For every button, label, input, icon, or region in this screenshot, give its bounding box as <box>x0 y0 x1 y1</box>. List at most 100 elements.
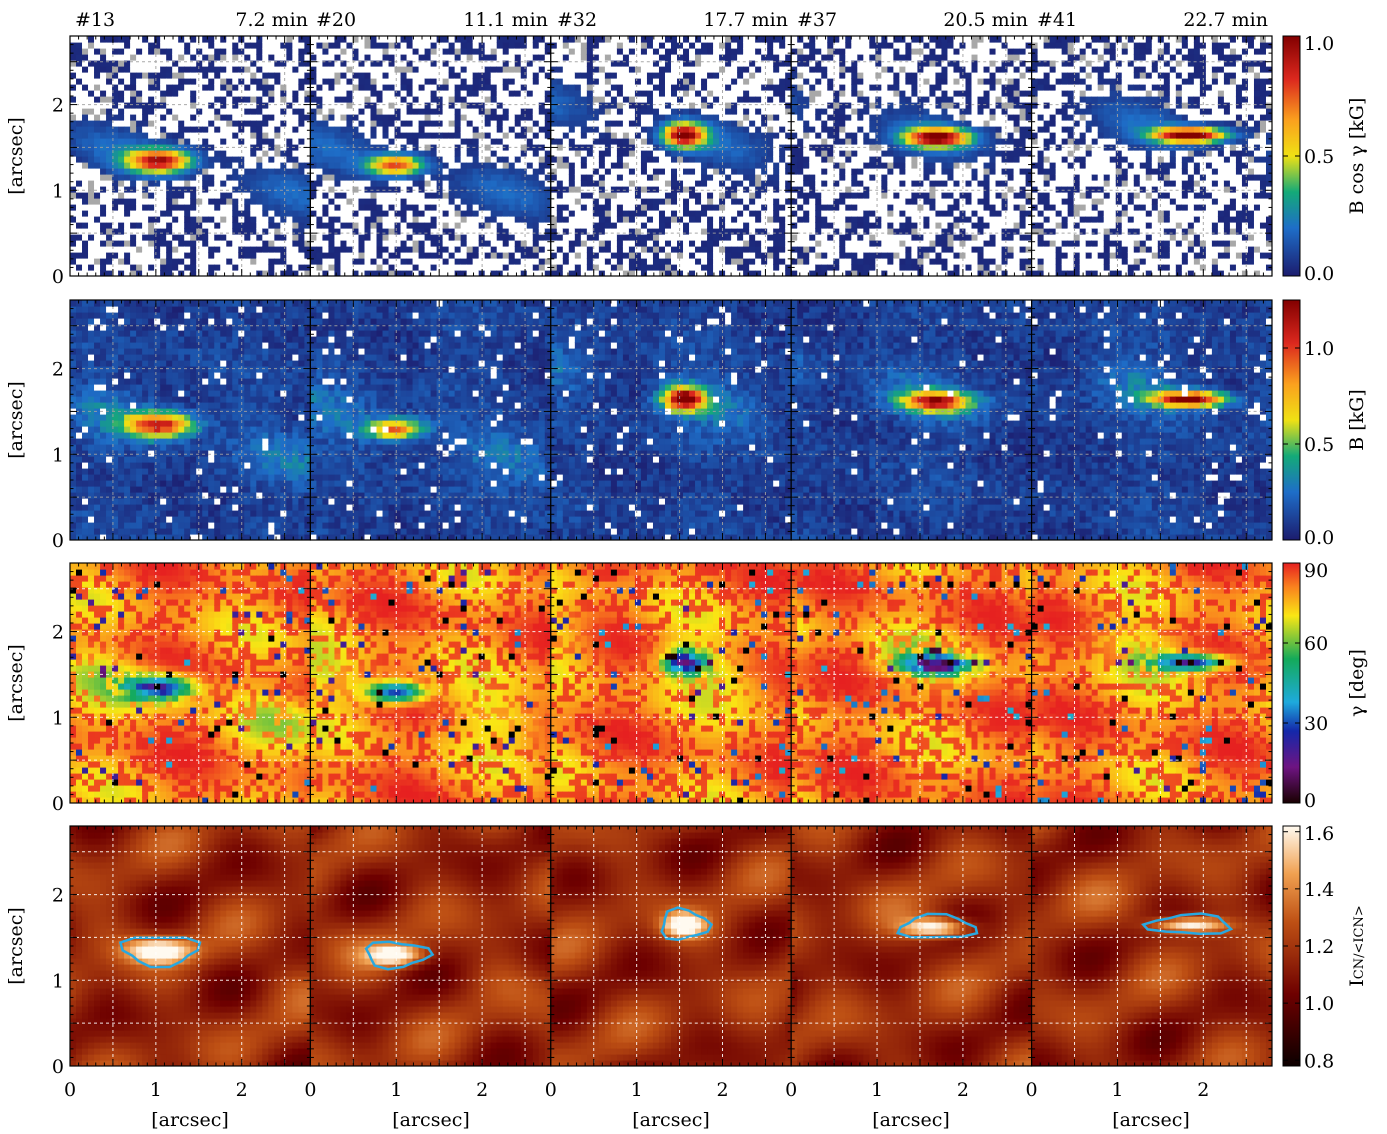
x-tick-label: 2 <box>236 1079 248 1101</box>
x-tick-label: 1 <box>1111 1079 1123 1101</box>
grid <box>550 300 792 540</box>
x-axis-label-1: [arcsec] <box>151 1109 229 1131</box>
grid <box>310 36 551 276</box>
y-tick-label: 1 <box>52 707 64 729</box>
heatmap-cells <box>791 563 1032 803</box>
frame-label-5: #41 <box>1037 9 1077 31</box>
x-tick-label: 2 <box>1197 1079 1209 1101</box>
colorbar-tick-label: 0.0 <box>1304 263 1334 285</box>
colorbar-tick-label: 60 <box>1304 633 1328 655</box>
heatmap-cells <box>70 563 311 803</box>
heatmap-cells <box>310 36 551 276</box>
y-tick-label: 2 <box>52 622 64 644</box>
grid <box>791 36 1032 276</box>
heatmap-cells <box>791 36 1032 276</box>
colorbar-row-2: 0.0 0.5 1.0 <box>1282 299 1334 549</box>
heatmap-cells <box>791 300 1032 540</box>
frame-label-3: #32 <box>557 9 597 31</box>
colorbar-tick-label: 0.5 <box>1304 434 1334 456</box>
x-tick-label: 2 <box>476 1079 488 1101</box>
x-tick-label: 2 <box>957 1079 969 1101</box>
colorbar-tick-label: 1.2 <box>1304 936 1334 958</box>
y-tick-label: 2 <box>52 95 64 117</box>
y-axis-labels: [arcsec] [arcsec] [arcsec] [arcsec] <box>5 117 27 985</box>
x-axis-label-4: [arcsec] <box>872 1109 950 1131</box>
heatmap-cells <box>70 826 311 1066</box>
colorbar-label-b: B [kG] <box>1346 389 1368 451</box>
grid <box>310 563 551 803</box>
y-tick-label: 2 <box>52 359 64 381</box>
heatmap-cells <box>310 826 551 1066</box>
x-tick-label: 1 <box>871 1079 883 1101</box>
y-tick-label: 2 <box>52 885 64 907</box>
colorbar-row-1: 0.0 0.5 1.0 <box>1282 33 1334 285</box>
map-panel-r4-c1: 0 1 2 0 1 2 <box>52 825 311 1101</box>
y-tick-label: 1 <box>52 180 64 202</box>
grid <box>70 300 311 540</box>
time-label-4: 20.5 min <box>943 9 1028 31</box>
x-axis-label-5: [arcsec] <box>1112 1109 1190 1131</box>
grid <box>1031 36 1272 276</box>
x-tick-label: 0 <box>304 1079 316 1101</box>
x-tick-label: 2 <box>716 1079 728 1101</box>
column-headers: #13 7.2 min #20 11.1 min #32 17.7 min #3… <box>75 9 1268 31</box>
map-panel-r4-c5: 0 1 2 <box>1026 825 1273 1101</box>
colorbar-tick-label: 0.0 <box>1304 527 1334 549</box>
y-axis-label-row-2: [arcsec] <box>5 381 27 459</box>
x-tick-label: 0 <box>1026 1079 1038 1101</box>
grid <box>791 826 1032 1066</box>
grid <box>310 826 551 1066</box>
heatmap-cells <box>1031 300 1272 540</box>
grid <box>1031 563 1272 803</box>
y-tick-label: 1 <box>52 444 64 466</box>
colorbar-label-bcosgamma: B cos γ [kG] <box>1346 98 1368 215</box>
grid <box>550 36 792 276</box>
x-axis-label-2: [arcsec] <box>392 1109 470 1131</box>
map-panel-r3-c1: 0 1 2 <box>52 562 311 815</box>
grid <box>550 826 792 1066</box>
colorbar-tick-label: 1.6 <box>1304 823 1334 845</box>
map-panel-r4-c4: 0 1 2 <box>785 825 1033 1101</box>
y-tick-label: 0 <box>52 793 64 815</box>
grid <box>791 300 1032 540</box>
panel-frame <box>1030 35 1273 277</box>
colorbar-tick-label: 1.0 <box>1304 338 1334 360</box>
heatmap-cells <box>310 563 551 803</box>
panel-frame <box>1030 562 1273 804</box>
x-tick-label: 0 <box>64 1079 76 1101</box>
y-tick-label: 0 <box>52 1056 64 1078</box>
colorbar-labels: B cos γ [kG] B [kG] γ [deg] ICN/<ICN> <box>1346 98 1368 987</box>
map-panel-r2-c5 <box>1030 299 1273 541</box>
map-panel-r1-c3 <box>550 35 792 277</box>
x-tick-label: 0 <box>545 1079 557 1101</box>
heatmap-cells <box>1031 563 1272 803</box>
y-tick-label: 0 <box>52 266 64 288</box>
map-panels: 0 1 2 0 1 2 0 1 2 0 1 2 0 1 2 0 1 2 0 1 2 0 1 2 0 1 2 <box>52 35 1273 1101</box>
heatmap-cells <box>1031 826 1272 1066</box>
heatmap-cells <box>550 826 792 1066</box>
heatmap-cells <box>70 36 311 276</box>
heatmap-cells <box>70 300 311 540</box>
y-tick-label: 0 <box>52 530 64 552</box>
contour <box>895 912 979 939</box>
map-panel-r3-c5 <box>1030 562 1273 804</box>
time-label-3: 17.7 min <box>703 9 788 31</box>
x-tick-label: 1 <box>631 1079 643 1101</box>
grid <box>70 826 311 1066</box>
panel-frame <box>1030 825 1273 1067</box>
heatmap-cells <box>791 826 1032 1066</box>
map-panel-r1-c1: 0 1 2 <box>52 35 311 288</box>
y-tick-label: 1 <box>52 970 64 992</box>
colorbar-tick-label: 0.5 <box>1304 146 1334 168</box>
colorbar-row-3: 0 30 60 90 <box>1282 560 1328 812</box>
grid <box>310 300 551 540</box>
colorbar-row-4: 0.8 1.0 1.2 1.4 1.6 <box>1282 823 1334 1072</box>
map-panel-r2-c2 <box>309 299 552 541</box>
map-panel-r2-c3 <box>550 299 792 541</box>
colorbar-tick-label: 90 <box>1304 560 1328 582</box>
heatmap-cells <box>550 36 792 276</box>
x-axis-labels: [arcsec] [arcsec] [arcsec] [arcsec] [arc… <box>151 1109 1190 1131</box>
map-panel-r1-c4 <box>790 35 1033 277</box>
x-axis-label-3: [arcsec] <box>632 1109 710 1131</box>
panel-frame <box>1030 299 1273 541</box>
